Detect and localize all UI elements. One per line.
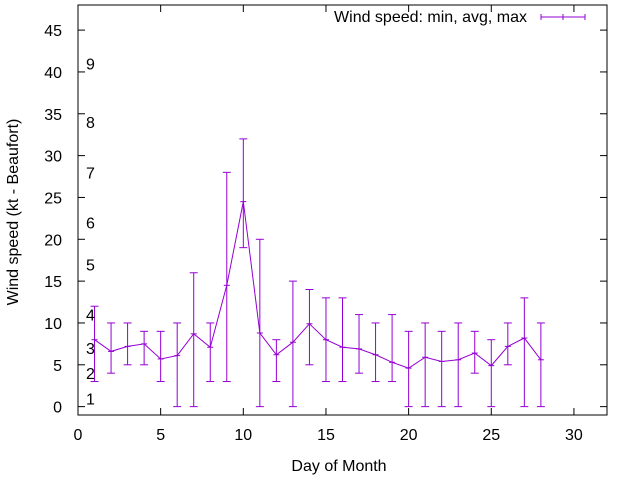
beaufort-label: 9 — [86, 57, 95, 74]
series-line-avg — [94, 201, 542, 369]
y-tick-label: 10 — [44, 316, 62, 333]
y-tick-label: 25 — [44, 190, 62, 207]
beaufort-label: 5 — [86, 257, 95, 274]
beaufort-label: 6 — [86, 216, 95, 233]
beaufort-label: 4 — [86, 308, 95, 325]
plot-area — [90, 138, 545, 408]
beaufort-label: 7 — [86, 165, 95, 182]
x-tick-label: 25 — [482, 427, 500, 444]
legend-label: Wind speed: min, avg, max — [334, 9, 527, 26]
legend: Wind speed: min, avg, max — [334, 9, 586, 26]
y-tick-label: 45 — [44, 23, 62, 40]
beaufort-label: 8 — [86, 115, 95, 132]
x-tick-label: 20 — [400, 427, 418, 444]
y-tick-label: 35 — [44, 107, 62, 124]
plot-frame — [77, 4, 608, 416]
y-tick-label: 0 — [53, 400, 62, 417]
x-tick-label: 10 — [234, 427, 252, 444]
y-tick-label: 15 — [44, 274, 62, 291]
beaufort-label: 2 — [86, 366, 95, 383]
y-tick-label: 40 — [44, 65, 62, 82]
x-axis-label: Day of Month — [291, 458, 386, 475]
y-tick-label: 20 — [44, 232, 62, 249]
y-tick-label: 30 — [44, 149, 62, 166]
x-tick-label: 30 — [565, 427, 583, 444]
x-tick-label: 5 — [156, 427, 165, 444]
beaufort-label: 1 — [86, 391, 95, 408]
y-axis-label: Wind speed (kt - Beaufort) — [5, 119, 22, 306]
x-tick-label: 15 — [317, 427, 335, 444]
x-tick-label: 0 — [74, 427, 83, 444]
y-tick-label: 5 — [53, 358, 62, 375]
beaufort-label: 3 — [86, 341, 95, 358]
